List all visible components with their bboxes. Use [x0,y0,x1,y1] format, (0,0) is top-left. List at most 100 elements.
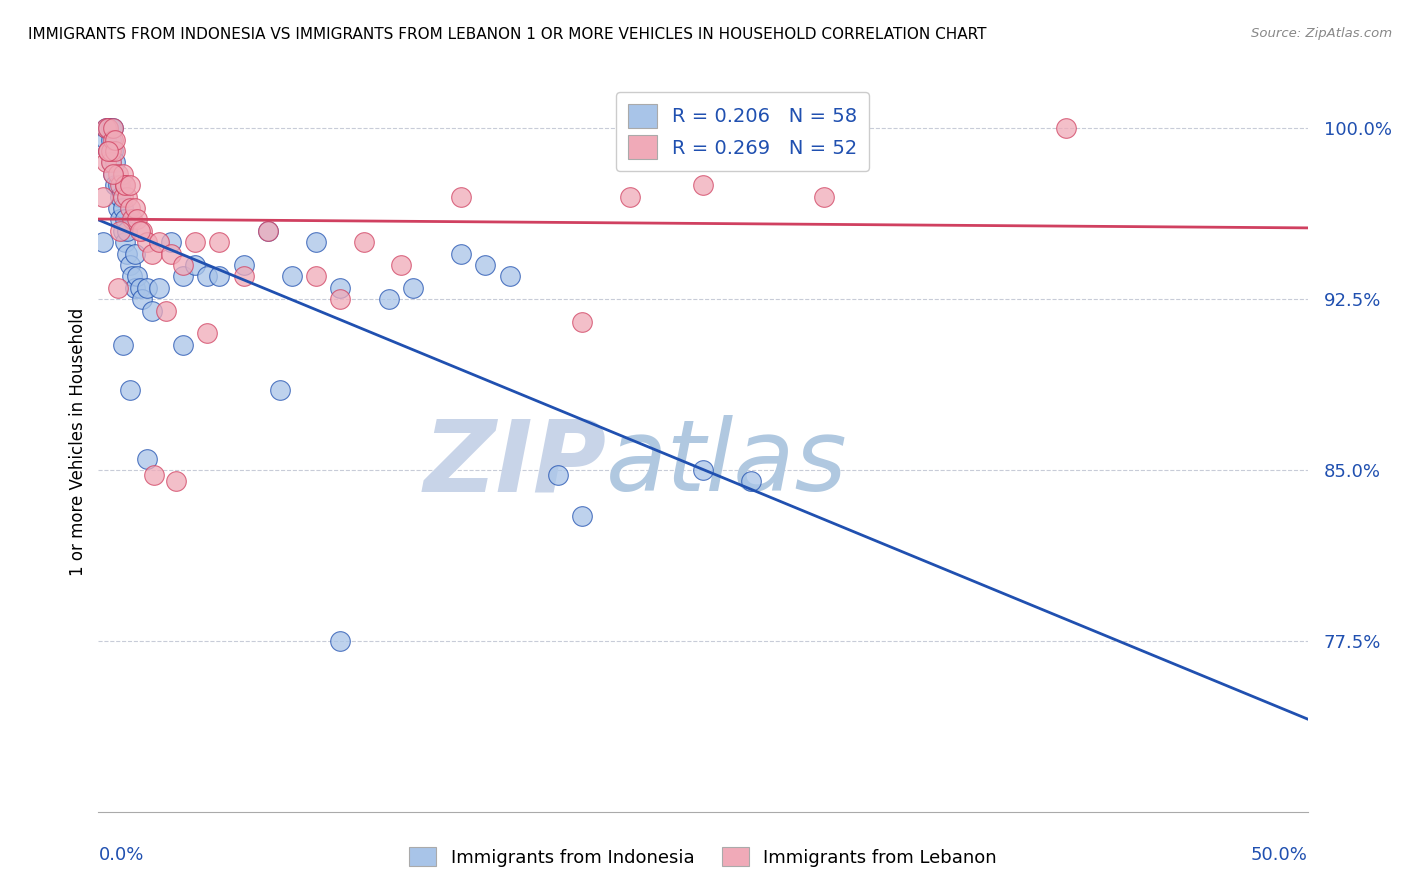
Point [1054,121,1077,136]
Point [571,315,593,329]
Point [118,201,141,215]
Point [107,178,129,193]
Legend: Immigrants from Indonesia, Immigrants from Lebanon: Immigrants from Indonesia, Immigrants fr… [402,840,1004,874]
Point [135,235,157,250]
Point [141,246,163,260]
Point [232,258,254,272]
Point [121,269,143,284]
Point [101,144,124,158]
Point [135,281,157,295]
Point [232,269,254,284]
Point [184,235,207,250]
Point [474,258,496,272]
Point [547,467,569,482]
Point [571,508,593,523]
Point [101,121,124,136]
Point [155,303,177,318]
Point [128,281,150,295]
Point [117,224,139,238]
Point [100,155,122,169]
Point [377,292,399,306]
Point [100,133,122,147]
Point [91,189,114,203]
Text: atlas: atlas [606,416,848,512]
Point [128,224,150,238]
Text: ZIP: ZIP [423,416,606,512]
Point [97,144,120,158]
Point [281,269,304,284]
Point [97,144,120,158]
Point [172,269,194,284]
Point [111,224,134,238]
Point [195,326,218,341]
Point [97,121,120,136]
Point [117,189,139,203]
Point [619,189,641,203]
Point [117,246,139,260]
Point [111,201,134,215]
Point [389,258,412,272]
Point [160,246,183,260]
Point [148,281,170,295]
Point [104,133,127,147]
Point [121,212,143,227]
Point [111,189,134,203]
Point [97,121,120,136]
Point [256,224,278,238]
Point [165,475,187,489]
Legend: R = 0.206   N = 58, R = 0.269   N = 52: R = 0.206 N = 58, R = 0.269 N = 52 [616,92,869,170]
Point [108,189,131,203]
Point [97,144,120,158]
Point [131,224,153,238]
Point [114,178,136,193]
Point [184,258,207,272]
Point [160,235,183,250]
Point [402,281,425,295]
Point [118,178,141,193]
Point [172,337,194,351]
Point [148,235,170,250]
Point [94,121,117,136]
Point [118,258,141,272]
Point [104,178,127,193]
Text: IMMIGRANTS FROM INDONESIA VS IMMIGRANTS FROM LEBANON 1 OR MORE VEHICLES IN HOUSE: IMMIGRANTS FROM INDONESIA VS IMMIGRANTS … [28,27,987,42]
Point [124,281,146,295]
Point [143,467,166,482]
Point [107,167,129,181]
Point [305,269,328,284]
Text: 50.0%: 50.0% [1251,846,1308,863]
Point [101,167,124,181]
Point [118,384,141,398]
Point [100,144,122,158]
Point [114,235,136,250]
Point [127,212,149,227]
Point [104,155,127,169]
Point [353,235,375,250]
Point [813,189,835,203]
Point [329,633,352,648]
Point [91,235,114,250]
Point [135,451,157,466]
Point [305,235,328,250]
Point [111,167,134,181]
Text: Source: ZipAtlas.com: Source: ZipAtlas.com [1251,27,1392,40]
Point [450,246,472,260]
Point [127,269,149,284]
Point [101,121,124,136]
Point [692,463,714,477]
Text: 0.0%: 0.0% [98,846,143,863]
Point [124,201,146,215]
Point [269,384,291,398]
Point [108,212,131,227]
Point [108,178,131,193]
Point [172,258,194,272]
Point [100,155,122,169]
Point [114,212,136,227]
Point [329,281,352,295]
Point [94,155,117,169]
Point [101,133,124,147]
Point [107,281,129,295]
Point [450,189,472,203]
Point [256,224,278,238]
Point [692,178,714,193]
